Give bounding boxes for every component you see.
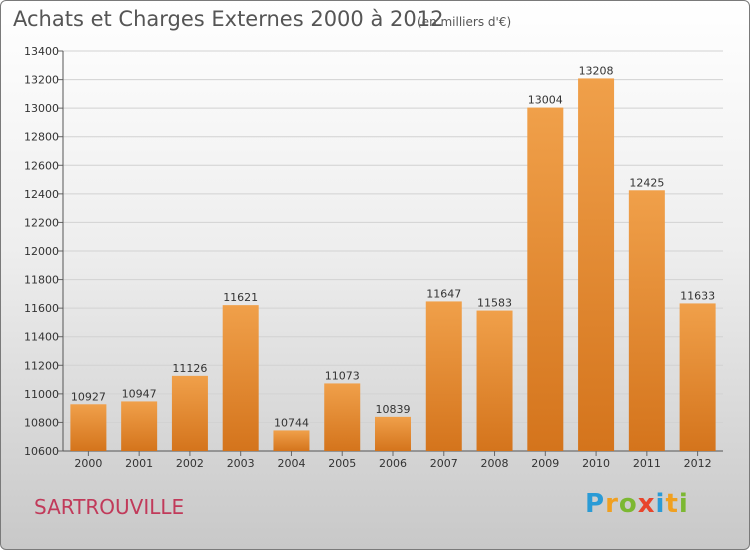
y-tick-label: 12000	[24, 245, 59, 258]
y-tick-label: 12800	[24, 131, 59, 144]
x-tick-label: 2000	[74, 457, 102, 470]
x-tick-label: 2011	[633, 457, 661, 470]
y-tick-label: 12400	[24, 188, 59, 201]
bar-value-label: 10839	[376, 403, 411, 416]
bar-2002	[171, 375, 208, 451]
logo-letter: o	[618, 489, 638, 519]
bar-2009	[527, 107, 564, 452]
bar-value-label: 10927	[71, 390, 106, 403]
x-tick-label: 2007	[430, 457, 458, 470]
axes	[58, 50, 723, 456]
y-tick-label: 12200	[24, 216, 59, 229]
bar-2012	[679, 303, 716, 451]
y-tick-label: 11200	[24, 359, 59, 372]
bar-value-label: 13208	[579, 64, 614, 77]
bar-2008	[476, 310, 513, 451]
bar-value-label: 10744	[274, 416, 309, 429]
bar-value-label: 11633	[680, 289, 715, 302]
x-tick-label: 2006	[379, 457, 407, 470]
x-tick-label: 2008	[481, 457, 509, 470]
proxiti-logo: Proxiti	[585, 489, 689, 519]
bar-2005	[324, 383, 361, 451]
y-tick-label: 12600	[24, 159, 59, 172]
logo-letter: t	[665, 489, 679, 519]
x-tick-label: 2009	[531, 457, 559, 470]
bar-value-label: 10947	[122, 387, 157, 400]
y-tick-label: 10800	[24, 416, 59, 429]
x-tick-label: 2010	[582, 457, 610, 470]
x-tick-label: 2003	[227, 457, 255, 470]
city-name: SARTROUVILLE	[34, 495, 185, 519]
bar-2006	[375, 416, 411, 451]
logo-letter: x	[637, 489, 656, 519]
labels: 10600 10800 11000 11200 11400 11600 11800 12000…	[24, 45, 715, 470]
x-tick-label: 2004	[277, 457, 305, 470]
bar-value-label: 11621	[223, 291, 258, 304]
y-tick-label: 11600	[24, 302, 59, 315]
bar-value-label: 11583	[477, 297, 512, 310]
x-tick-label: 2001	[125, 457, 153, 470]
y-tick-label: 11400	[24, 331, 59, 344]
bar-2011	[628, 190, 665, 452]
bars	[70, 78, 716, 452]
bar-value-label: 11073	[325, 369, 360, 382]
bar-value-label: 13004	[528, 94, 563, 107]
logo-letter: r	[605, 489, 619, 519]
logo-letter: i	[655, 489, 666, 519]
x-tick-label: 2012	[684, 457, 712, 470]
bar-2007	[425, 301, 462, 451]
bar-2003	[222, 305, 259, 451]
x-tick-label: 2005	[328, 457, 356, 470]
logo-letter: i	[678, 489, 689, 519]
x-tick-label: 2002	[176, 457, 204, 470]
y-tick-label: 13400	[24, 45, 59, 58]
logo-letter: P	[585, 489, 606, 519]
bar-2000	[70, 404, 107, 451]
bar-value-label: 11126	[172, 362, 207, 375]
bar-2001	[121, 401, 158, 451]
y-tick-label: 13000	[24, 102, 59, 115]
y-tick-label: 11000	[24, 388, 59, 401]
chart-title: Achats et Charges Externes 2000 à 2012	[13, 7, 444, 31]
grid-lines	[63, 50, 723, 452]
bar-value-label: 12425	[629, 176, 664, 189]
y-tick-label: 13200	[24, 74, 59, 87]
y-tick-label: 10600	[24, 445, 59, 458]
bar-2010	[578, 78, 615, 451]
bar-value-label: 11647	[426, 287, 461, 300]
bar-2004	[273, 430, 310, 451]
chart-subtitle: (en milliers d'€)	[417, 15, 512, 29]
y-tick-label: 11800	[24, 274, 59, 287]
